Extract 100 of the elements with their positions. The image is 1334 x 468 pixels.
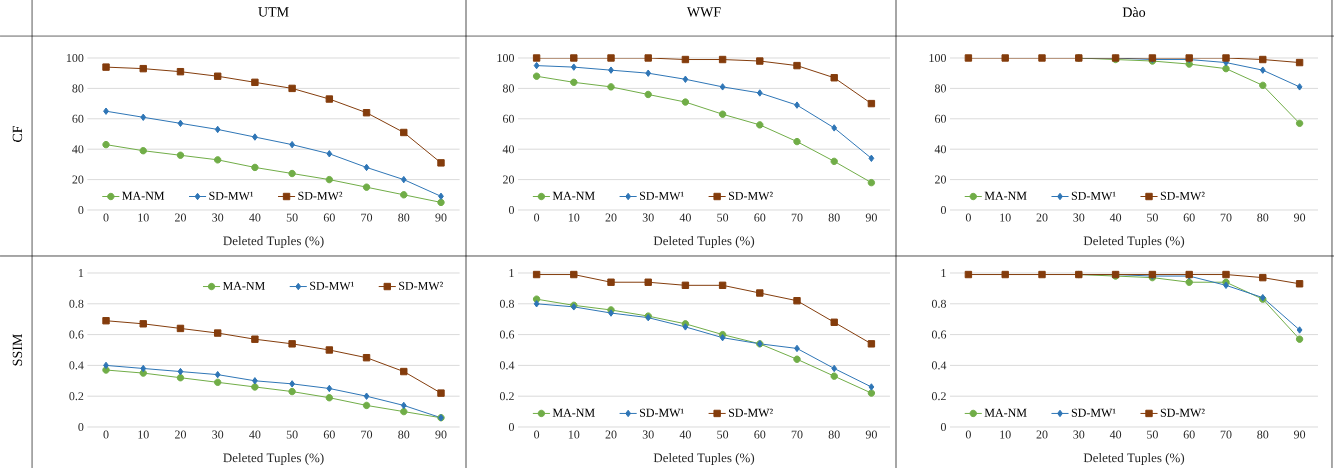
x-tick-label: 30 bbox=[642, 430, 654, 439]
x-tick-label: 50 bbox=[1147, 430, 1158, 439]
x-tick-label: 70 bbox=[791, 213, 803, 222]
x-tick-label: 20 bbox=[1036, 430, 1048, 439]
x-axis-title: Deleted Tuples (%) bbox=[223, 453, 324, 465]
y-tick-label: 40 bbox=[72, 145, 84, 154]
x-tick-label: 70 bbox=[1220, 213, 1232, 222]
x-tick-label: 70 bbox=[1220, 430, 1232, 439]
x-tick-label: 50 bbox=[286, 430, 298, 439]
y-tick-label: 60 bbox=[934, 114, 947, 123]
y-tick-label: 60 bbox=[502, 114, 515, 123]
x-axis-title: Deleted Tuples (%) bbox=[1083, 236, 1185, 248]
y-tick-label: 20 bbox=[503, 175, 515, 184]
legend-label: SD-MW¹ bbox=[310, 281, 354, 290]
x-tick-label: 20 bbox=[175, 213, 186, 222]
x-tick-label: 10 bbox=[138, 430, 149, 439]
y-tick-label: 0 bbox=[940, 205, 947, 215]
x-tick-label: 50 bbox=[717, 213, 729, 222]
chart-title: WWF bbox=[686, 7, 721, 17]
legend-label: MA-NM bbox=[222, 281, 265, 290]
y-tick-label: 20 bbox=[935, 175, 947, 184]
x-tick-label: 20 bbox=[1036, 213, 1048, 222]
y-tick-label: 1 bbox=[509, 269, 514, 277]
legend-label: MA-NM bbox=[984, 191, 1027, 200]
x-tick-label: 0 bbox=[103, 213, 109, 222]
legend-label: SD-MW¹ bbox=[639, 408, 684, 417]
legend-label: MA-NM bbox=[552, 408, 595, 417]
legend-label: SD-MW¹ bbox=[639, 191, 684, 200]
x-tick-label: 90 bbox=[435, 430, 447, 439]
y-tick-label: 1 bbox=[941, 269, 946, 277]
legend-label: MA-NM bbox=[552, 191, 595, 200]
legend-label: SD-MW¹ bbox=[1071, 408, 1116, 417]
legend-label: SD-MW² bbox=[728, 408, 773, 417]
x-tick-label: 0 bbox=[103, 430, 109, 439]
x-tick-label: 90 bbox=[865, 430, 877, 439]
y-tick-label: 0.6 bbox=[69, 330, 84, 339]
y-tick-label: 0 bbox=[508, 205, 515, 215]
x-tick-label: 60 bbox=[323, 430, 335, 439]
chart-title: UTM bbox=[258, 7, 289, 17]
x-tick-label: 80 bbox=[828, 430, 840, 439]
legend-label: SD-MW² bbox=[298, 191, 343, 200]
legend-label: SD-MW² bbox=[1160, 408, 1205, 417]
chart-title: Dào bbox=[1122, 7, 1146, 17]
x-tick-label: 30 bbox=[212, 213, 224, 222]
x-tick-label: 30 bbox=[1073, 213, 1085, 222]
x-tick-label: 80 bbox=[398, 213, 410, 222]
x-tick-label: 70 bbox=[361, 213, 373, 222]
y-tick-label: 0 bbox=[78, 422, 84, 432]
legend-label: SD-MW¹ bbox=[209, 191, 254, 200]
y-axis-title: CF bbox=[12, 125, 23, 142]
x-tick-label: 30 bbox=[1073, 430, 1085, 439]
y-tick-label: 0.2 bbox=[499, 392, 514, 401]
x-tick-label: 10 bbox=[138, 213, 149, 222]
y-tick-label: 0 bbox=[508, 422, 515, 432]
y-tick-label: 40 bbox=[502, 145, 515, 154]
legend-label: SD-MW¹ bbox=[1071, 191, 1116, 200]
x-tick-label: 90 bbox=[1293, 213, 1306, 222]
x-tick-label: 50 bbox=[286, 213, 298, 222]
x-tick-label: 0 bbox=[534, 213, 540, 222]
x-tick-label: 60 bbox=[754, 430, 766, 439]
x-tick-label: 20 bbox=[605, 430, 617, 439]
x-tick-label: 60 bbox=[323, 213, 335, 222]
x-tick-label: 20 bbox=[175, 430, 186, 439]
x-tick-label: 80 bbox=[828, 213, 840, 222]
y-tick-label: 0.4 bbox=[499, 361, 515, 370]
x-tick-label: 60 bbox=[1183, 430, 1195, 439]
x-tick-label: 10 bbox=[568, 213, 580, 222]
x-tick-label: 70 bbox=[791, 430, 803, 439]
y-tick-label: 100 bbox=[929, 53, 946, 63]
x-tick-label: 40 bbox=[679, 430, 691, 439]
y-tick-label: 100 bbox=[497, 53, 515, 63]
y-tick-label: 0 bbox=[78, 205, 84, 215]
y-tick-label: 0.8 bbox=[931, 299, 946, 308]
x-tick-label: 0 bbox=[965, 213, 971, 222]
y-tick-label: 80 bbox=[502, 84, 515, 93]
legend-label: SD-MW² bbox=[399, 281, 443, 290]
x-tick-label: 40 bbox=[249, 430, 261, 439]
x-tick-label: 10 bbox=[1000, 430, 1011, 439]
y-axis-title: SSIM bbox=[12, 334, 23, 366]
x-axis-title: Deleted Tuples (%) bbox=[1083, 453, 1185, 465]
x-tick-label: 50 bbox=[1147, 213, 1158, 222]
x-tick-label: 40 bbox=[679, 213, 691, 222]
y-tick-label: 0 bbox=[940, 422, 946, 432]
x-tick-label: 60 bbox=[754, 213, 766, 222]
legend-label: MA-NM bbox=[984, 408, 1027, 417]
x-tick-label: 40 bbox=[1109, 213, 1122, 222]
x-axis-title: Deleted Tuples (%) bbox=[653, 453, 755, 465]
y-tick-label: 0.8 bbox=[499, 299, 515, 308]
y-tick-label: 1 bbox=[78, 269, 84, 277]
y-tick-label: 0.4 bbox=[931, 361, 947, 370]
x-tick-label: 30 bbox=[642, 213, 654, 222]
y-tick-label: 0.2 bbox=[69, 392, 84, 401]
y-tick-label: 60 bbox=[72, 114, 84, 123]
y-tick-label: 0.6 bbox=[499, 330, 515, 339]
x-tick-label: 20 bbox=[605, 213, 617, 222]
x-tick-label: 80 bbox=[398, 430, 410, 439]
x-tick-label: 80 bbox=[1257, 430, 1269, 439]
x-tick-label: 80 bbox=[1257, 213, 1269, 222]
x-tick-label: 90 bbox=[865, 213, 877, 222]
legend-label: SD-MW² bbox=[728, 191, 773, 200]
